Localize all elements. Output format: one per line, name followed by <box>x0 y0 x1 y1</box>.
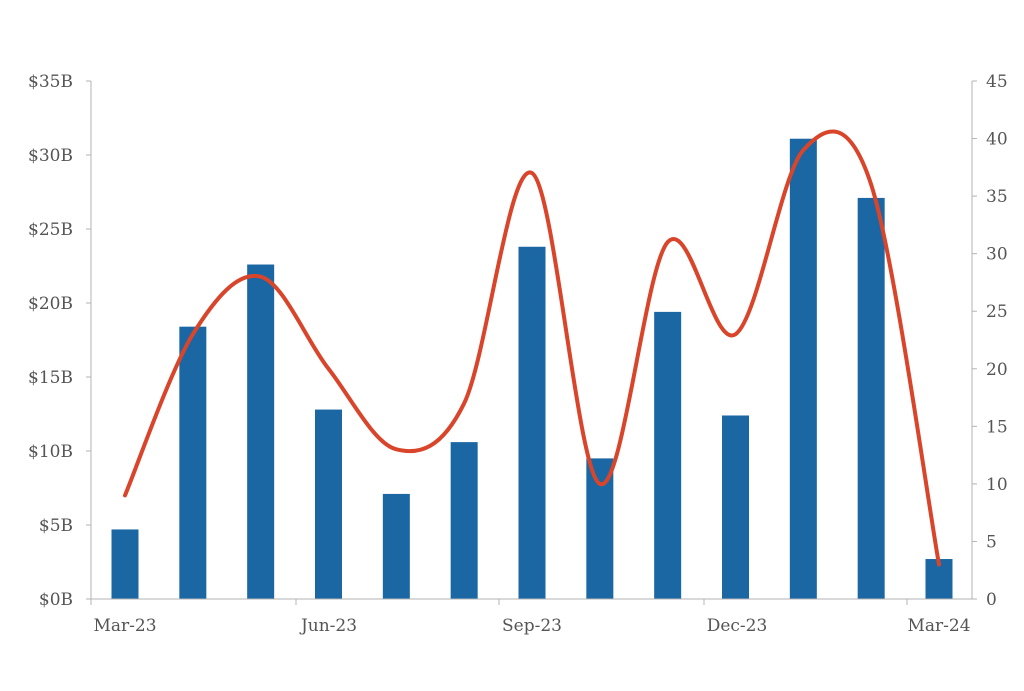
bar-Apr-23 <box>179 326 207 599</box>
right-tick-label: 35 <box>986 187 1008 207</box>
bar-Feb-24 <box>857 197 885 600</box>
bar-Nov-23 <box>654 311 682 599</box>
bar-Jun-23 <box>315 409 342 599</box>
left-tick-label: $20B <box>28 294 73 314</box>
x-tick-label: Mar-24 <box>907 616 970 636</box>
x-tick-label: Mar-23 <box>93 616 156 636</box>
tick-labels: $0B $5B $10B $15B $20B $25B $30B $35B 0 5 10 15 20 25… <box>28 72 1008 636</box>
right-tick-label: 30 <box>986 245 1008 265</box>
bar-Mar-23 <box>111 529 139 599</box>
x-tick-label: Sep-23 <box>502 616 562 636</box>
right-tick-label: 0 <box>986 590 997 610</box>
right-tick-label: 20 <box>986 360 1008 380</box>
bar-Jan-24 <box>789 138 817 599</box>
bar-Dec-23 <box>722 415 749 599</box>
bar-series <box>111 138 953 600</box>
left-tick-label: $10B <box>28 442 73 462</box>
x-tick-label: Jun-23 <box>299 616 357 636</box>
bar-May-23 <box>247 264 275 599</box>
bar-Aug-23 <box>450 442 478 599</box>
right-tick-label: 5 <box>986 532 997 552</box>
left-tick-label: $35B <box>28 72 73 92</box>
right-tick-label: 25 <box>986 302 1008 322</box>
line-path <box>123 129 941 567</box>
left-tick-label: $30B <box>28 146 73 166</box>
right-tick-label: 45 <box>986 72 1008 92</box>
bar-Sep-23 <box>518 246 546 599</box>
bar-Jul-23 <box>382 493 410 599</box>
right-tick-label: 15 <box>986 417 1008 437</box>
line-series <box>123 129 941 567</box>
left-tick-label: $15B <box>28 368 73 388</box>
axes <box>86 80 977 605</box>
left-tick-label: $0B <box>39 590 73 610</box>
right-tick-label: 40 <box>986 130 1008 150</box>
left-tick-label: $5B <box>39 516 73 536</box>
left-tick-label: $25B <box>28 220 73 240</box>
right-tick-label: 10 <box>986 475 1008 495</box>
x-tick-label: Dec-23 <box>707 616 768 636</box>
